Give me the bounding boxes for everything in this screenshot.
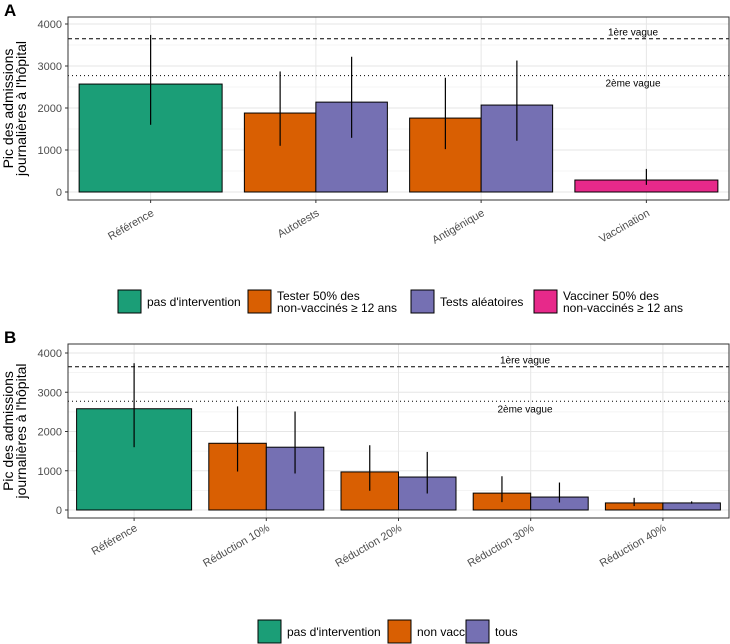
- legend-item: tous: [465, 619, 518, 644]
- legend: pas d'intervention non vaccinés tous: [257, 619, 518, 644]
- y-axis-label: journalières à l'hôpital: [13, 364, 29, 500]
- legend-label: Tester 50% des: [277, 289, 360, 303]
- y-axis-label: Pic des admissions: [0, 371, 16, 491]
- reference-line-label: 1ère vague: [608, 28, 658, 39]
- y-tick-label: 4000: [38, 348, 62, 360]
- legend-label: tous: [495, 625, 518, 639]
- y-axis-label: journalières à l'hôpital: [13, 41, 29, 177]
- legend-item: pas d'intervention: [117, 289, 241, 314]
- x-tick-label: Vaccination: [597, 207, 652, 245]
- legend-item: Tests aléatoires: [410, 289, 523, 314]
- legend-swatch: [387, 619, 412, 644]
- x-tick-label: Réduction 10%: [201, 522, 272, 570]
- legend-label: non-vaccinés ≥ 12 ans: [277, 301, 397, 315]
- legend-label: pas d'intervention: [147, 295, 241, 309]
- bar: [480, 104, 554, 193]
- panel-label: B: [4, 328, 16, 347]
- legend-label: non-vaccinés ≥ 12 ans: [563, 301, 683, 315]
- legend-item: pas d'intervention: [257, 619, 381, 644]
- y-tick-label: 1000: [38, 145, 62, 157]
- panel-a: A 1ère vague 2ème vague 0 1000 2000 3000 4000 Pi…: [0, 1, 730, 315]
- x-tick-label: Référence: [90, 522, 140, 558]
- x-tick-label: Réduction 20%: [333, 522, 404, 570]
- y-tick-label: 2000: [38, 427, 62, 439]
- y-tick-label: 3000: [38, 61, 62, 73]
- legend-swatch: [247, 289, 272, 314]
- legend-label: pas d'intervention: [287, 625, 381, 639]
- bar: [243, 112, 317, 193]
- legend-swatch: [257, 619, 282, 644]
- y-tick-label: 0: [56, 505, 62, 517]
- x-tick-label: Autotests: [276, 207, 322, 241]
- x-tick-label: Réduction 40%: [598, 522, 669, 570]
- y-tick-label: 0: [56, 187, 62, 199]
- reference-line-label: 1ère vague: [500, 356, 550, 367]
- legend-swatch: [410, 289, 435, 314]
- y-tick-label: 4000: [38, 19, 62, 31]
- x-tick-label: Antigénique: [430, 207, 486, 246]
- x-tick-label: Réduction 30%: [466, 522, 537, 570]
- legend-label: Vacciner 50% des: [563, 289, 659, 303]
- legend: pas d'intervention Tester 50% desnon-vacc…: [117, 289, 683, 315]
- legend-swatch: [117, 289, 142, 314]
- legend-label: Tests aléatoires: [440, 295, 523, 309]
- y-axis-label: Pic des admissions: [0, 49, 16, 169]
- y-tick-label: 2000: [38, 103, 62, 115]
- panel-b: B 1ère vague 2ème vague 0 1000 2000 3000 4000 Pi…: [0, 328, 730, 644]
- bar: [662, 502, 721, 511]
- reference-line-label: 2ème vague: [497, 404, 552, 415]
- y-tick-label: 1000: [38, 466, 62, 478]
- legend-swatch: [533, 289, 558, 314]
- reference-line-label: 2ème vague: [605, 79, 660, 90]
- panel-label: A: [4, 1, 16, 20]
- y-tick-label: 3000: [38, 387, 62, 399]
- legend-swatch: [465, 619, 490, 644]
- x-tick-label: Référence: [106, 207, 156, 243]
